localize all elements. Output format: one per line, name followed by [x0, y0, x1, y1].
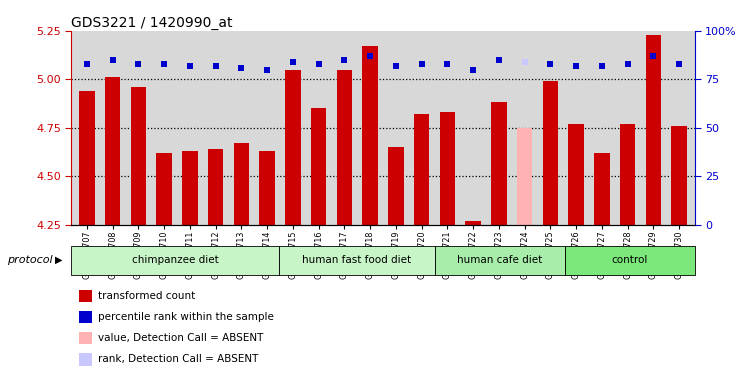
Bar [646, 35, 661, 225]
Bar [182, 151, 198, 225]
Bar [620, 124, 635, 225]
Bar [234, 143, 249, 225]
Bar [363, 46, 378, 225]
Bar [466, 221, 481, 225]
Bar [543, 81, 558, 225]
Bar [439, 112, 455, 225]
Text: transformed count: transformed count [98, 291, 195, 301]
Bar [156, 153, 172, 225]
Bar [336, 70, 352, 225]
Text: value, Detection Call = ABSENT: value, Detection Call = ABSENT [98, 333, 264, 343]
Bar [285, 70, 300, 225]
Bar [311, 108, 327, 225]
Bar [279, 246, 435, 275]
Bar [131, 87, 146, 225]
Bar [569, 124, 584, 225]
Bar [105, 77, 120, 225]
Bar [594, 153, 610, 225]
Bar [79, 91, 95, 225]
Bar [671, 126, 687, 225]
Text: rank, Detection Call = ABSENT: rank, Detection Call = ABSENT [98, 354, 259, 364]
Bar [414, 114, 430, 225]
Text: GDS3221 / 1420990_at: GDS3221 / 1420990_at [71, 16, 233, 30]
Bar [517, 128, 532, 225]
Bar [565, 246, 695, 275]
Bar [435, 246, 565, 275]
Text: protocol: protocol [8, 255, 53, 265]
Text: ▶: ▶ [55, 255, 62, 265]
Text: percentile rank within the sample: percentile rank within the sample [98, 312, 274, 322]
Text: chimpanzee diet: chimpanzee diet [132, 255, 219, 265]
Bar [208, 149, 223, 225]
Text: human fast food diet: human fast food diet [303, 255, 412, 265]
Text: control: control [611, 255, 648, 265]
Text: human cafe diet: human cafe diet [457, 255, 542, 265]
Bar [388, 147, 403, 225]
Bar [71, 246, 279, 275]
Bar [259, 151, 275, 225]
Bar [491, 103, 507, 225]
